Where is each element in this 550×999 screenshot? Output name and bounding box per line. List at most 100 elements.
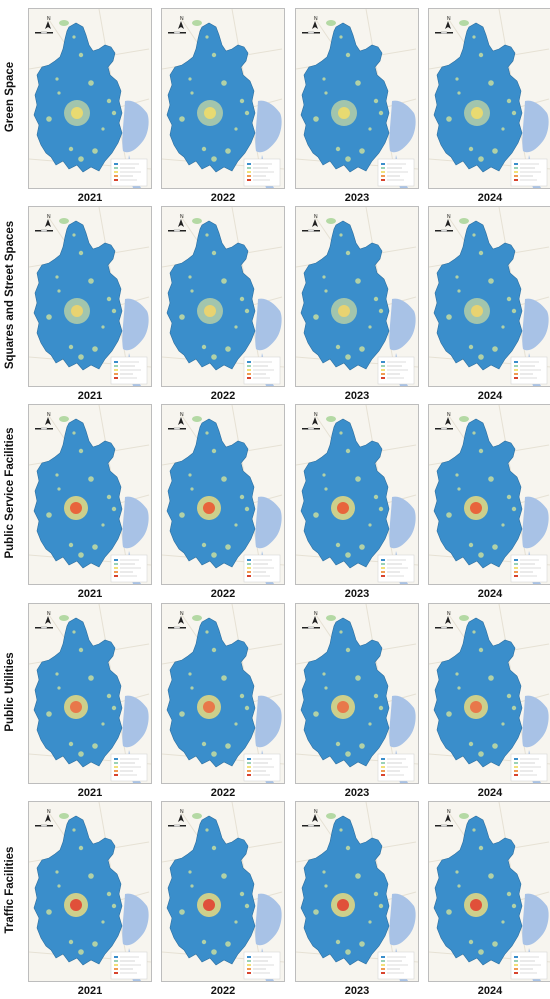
scale-bar-icon bbox=[435, 229, 453, 232]
svg-text:N: N bbox=[447, 611, 451, 617]
lake-patch bbox=[459, 615, 469, 621]
minor-hotspot bbox=[457, 289, 461, 293]
region-boundary bbox=[433, 22, 523, 173]
map-panel: N 2022 bbox=[161, 603, 285, 799]
minor-hotspot bbox=[472, 233, 476, 237]
map-row: Public Service Facilities N bbox=[0, 404, 550, 602]
legend-icon bbox=[243, 951, 281, 980]
sea-area bbox=[389, 893, 416, 946]
minor-hotspot bbox=[324, 289, 328, 293]
map-frame: N bbox=[28, 801, 152, 982]
minor-hotspot bbox=[501, 722, 505, 726]
svg-text:N: N bbox=[47, 809, 51, 815]
minor-hotspot bbox=[225, 743, 231, 749]
north-arrow-icon: N bbox=[178, 214, 184, 227]
minor-hotspot bbox=[92, 346, 98, 352]
svg-text:N: N bbox=[47, 412, 51, 418]
minor-hotspot bbox=[468, 146, 474, 152]
minor-hotspot bbox=[339, 431, 343, 435]
svg-text:N: N bbox=[47, 611, 51, 617]
year-label: 2023 bbox=[344, 588, 370, 600]
scale-bar-icon bbox=[435, 626, 453, 629]
minor-hotspot bbox=[313, 116, 319, 122]
minor-hotspot bbox=[478, 949, 484, 955]
minor-hotspot bbox=[46, 512, 52, 518]
region-boundary bbox=[433, 418, 523, 569]
row-label: Public Utilities bbox=[4, 652, 16, 732]
region-boundary bbox=[433, 815, 523, 966]
minor-hotspot bbox=[339, 630, 343, 634]
minor-hotspot bbox=[373, 693, 379, 699]
minor-hotspot bbox=[78, 448, 84, 454]
minor-hotspot bbox=[46, 909, 52, 915]
minor-hotspot bbox=[57, 91, 61, 95]
minor-hotspot bbox=[188, 870, 192, 874]
minor-hotspot bbox=[478, 52, 484, 58]
year-label: 2022 bbox=[210, 787, 236, 799]
urban-core-hotspot bbox=[337, 899, 349, 911]
svg-text:N: N bbox=[314, 412, 318, 418]
minor-hotspot bbox=[78, 52, 84, 58]
minor-hotspot bbox=[455, 473, 459, 477]
north-arrow-icon: N bbox=[312, 611, 318, 624]
scale-bar-icon bbox=[168, 626, 186, 629]
map-panel: N 2024 bbox=[428, 603, 550, 799]
minor-hotspot bbox=[322, 77, 326, 81]
minor-hotspot bbox=[368, 127, 372, 131]
minor-hotspot bbox=[221, 476, 227, 482]
urban-core-hotspot bbox=[70, 502, 82, 514]
north-arrow-icon: N bbox=[445, 412, 451, 425]
minor-hotspot bbox=[488, 278, 494, 284]
minor-hotspot bbox=[78, 156, 84, 162]
minor-hotspot bbox=[72, 630, 76, 634]
year-label: 2021 bbox=[77, 192, 103, 204]
minor-hotspot bbox=[492, 743, 498, 749]
north-arrow-icon: N bbox=[178, 809, 184, 822]
urban-core-hotspot bbox=[70, 701, 82, 713]
year-label: 2022 bbox=[210, 588, 236, 600]
row-label-container: Public Utilities bbox=[0, 603, 20, 781]
minor-hotspot bbox=[179, 711, 185, 717]
minor-hotspot bbox=[179, 909, 185, 915]
minor-hotspot bbox=[359, 544, 365, 550]
region-boundary bbox=[300, 815, 390, 966]
minor-hotspot bbox=[211, 156, 217, 162]
minor-hotspot bbox=[234, 127, 238, 131]
minor-hotspot bbox=[244, 506, 250, 512]
region-boundary bbox=[33, 617, 123, 768]
minor-hotspot bbox=[78, 354, 84, 360]
minor-hotspot bbox=[478, 751, 484, 757]
svg-text:N: N bbox=[180, 611, 184, 617]
minor-hotspot bbox=[234, 920, 238, 924]
north-arrow-icon: N bbox=[445, 809, 451, 822]
lake-patch bbox=[326, 813, 336, 819]
minor-hotspot bbox=[205, 233, 209, 237]
minor-hotspot bbox=[345, 250, 351, 256]
north-arrow-icon: N bbox=[445, 16, 451, 29]
year-label: 2022 bbox=[210, 192, 236, 204]
minor-hotspot bbox=[55, 77, 59, 81]
year-label: 2023 bbox=[344, 787, 370, 799]
legend-icon bbox=[377, 753, 415, 782]
map-frame: N bbox=[161, 603, 285, 784]
minor-hotspot bbox=[188, 77, 192, 81]
minor-hotspot bbox=[472, 35, 476, 39]
minor-hotspot bbox=[511, 110, 517, 116]
minor-hotspot bbox=[478, 448, 484, 454]
minor-hotspot bbox=[457, 686, 461, 690]
minor-hotspot bbox=[101, 523, 105, 527]
minor-hotspot bbox=[501, 127, 505, 131]
year-label: 2024 bbox=[477, 192, 503, 204]
north-arrow-icon: N bbox=[45, 214, 51, 227]
minor-hotspot bbox=[201, 146, 207, 152]
row-label-container: Green Space bbox=[0, 8, 20, 186]
minor-hotspot bbox=[101, 127, 105, 131]
year-label: 2022 bbox=[210, 390, 236, 402]
year-label: 2021 bbox=[77, 985, 103, 997]
legend-icon bbox=[510, 554, 548, 583]
minor-hotspot bbox=[201, 542, 207, 548]
minor-hotspot bbox=[211, 845, 217, 851]
map-panel: N 2023 bbox=[295, 603, 419, 799]
minor-hotspot bbox=[190, 487, 194, 491]
minor-hotspot bbox=[225, 941, 231, 947]
